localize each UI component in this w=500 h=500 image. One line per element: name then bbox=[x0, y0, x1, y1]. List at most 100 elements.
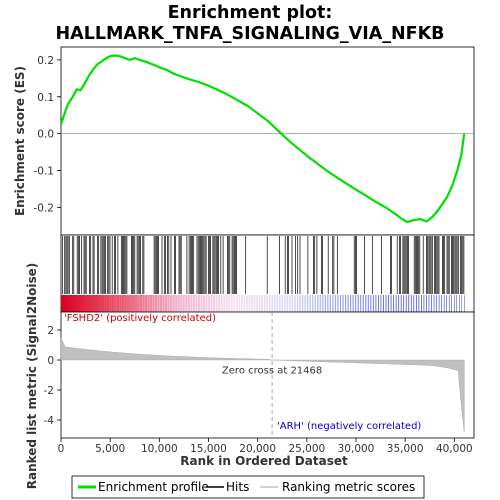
color-bar-segment bbox=[289, 295, 291, 312]
color-bar-segment bbox=[109, 295, 112, 312]
color-bar-segment bbox=[342, 295, 344, 312]
legend-box bbox=[71, 475, 425, 499]
legend-metric-label: Ranking metric scores bbox=[282, 480, 415, 494]
chart-title-line2: HALLMARK_TNFA_SIGNALING_VIA_NFKB bbox=[56, 24, 445, 44]
color-bar-segment bbox=[218, 295, 221, 312]
color-bar-segment bbox=[312, 295, 314, 312]
color-bar-segment bbox=[215, 295, 218, 312]
color-bar-segment bbox=[99, 295, 102, 312]
color-bar-segment bbox=[428, 295, 430, 312]
color-bar-segment bbox=[431, 295, 432, 312]
color-bar-segment bbox=[139, 295, 143, 312]
color-bar-segment bbox=[137, 295, 140, 312]
color-bar-segment bbox=[370, 295, 372, 312]
color-bar-segment bbox=[106, 295, 110, 312]
color-bar-segment bbox=[415, 295, 417, 312]
color-bar-segment bbox=[256, 295, 258, 312]
color-bar-segment bbox=[180, 295, 183, 312]
color-bar-segment bbox=[96, 295, 100, 312]
color-bar-segment bbox=[83, 295, 87, 312]
color-bar-segment bbox=[78, 295, 82, 312]
color-bar-segment bbox=[433, 295, 435, 312]
x-tick-label: 10,000 bbox=[141, 443, 178, 455]
color-bar-segment bbox=[266, 295, 269, 312]
color-bar-segment bbox=[362, 295, 364, 312]
color-bar-segment bbox=[144, 295, 148, 312]
es-panel-frame bbox=[60, 46, 475, 236]
color-bar-segment bbox=[405, 295, 407, 312]
color-bar-segment bbox=[175, 295, 178, 312]
color-bar-segment bbox=[279, 295, 281, 312]
color-bar-segment bbox=[443, 295, 445, 312]
es-tick-label: -0.1 bbox=[34, 165, 55, 177]
x-tick-label: 40,000 bbox=[436, 443, 473, 455]
color-bar-segment bbox=[400, 295, 402, 312]
x-tick-label: 0 bbox=[58, 443, 65, 455]
color-bar-segment bbox=[124, 295, 127, 312]
color-bar-segment bbox=[101, 295, 105, 312]
color-bar-segment bbox=[126, 295, 130, 312]
es-tick-label: 0.0 bbox=[37, 129, 54, 141]
enrichment-profile-line bbox=[59, 54, 466, 224]
metric-tick-label: 0 bbox=[47, 355, 54, 367]
color-bar-segment bbox=[197, 295, 200, 312]
color-bar-segment bbox=[327, 295, 329, 312]
color-bar-segment bbox=[377, 295, 379, 312]
color-bar-segment bbox=[423, 295, 425, 312]
x-tick-label: 30,000 bbox=[338, 443, 375, 455]
x-tick-label: 25,000 bbox=[288, 443, 325, 455]
color-bar-segment bbox=[63, 295, 67, 312]
color-bar-segment bbox=[162, 295, 165, 312]
color-bar-segment bbox=[134, 295, 137, 312]
color-bar-segment bbox=[61, 295, 64, 312]
color-bar-segment bbox=[258, 295, 261, 312]
color-bar-segment bbox=[403, 295, 405, 312]
color-bar-segment bbox=[220, 295, 223, 312]
color-bar-segment bbox=[68, 295, 72, 312]
color-bar-segment bbox=[81, 295, 85, 312]
color-bar-segment bbox=[332, 295, 334, 312]
color-bar-segment bbox=[355, 295, 357, 312]
color-bar-segment bbox=[296, 295, 299, 312]
color-bar-segment bbox=[88, 295, 92, 312]
color-bar-segment bbox=[268, 295, 271, 312]
es-tick-label: 0.2 bbox=[37, 55, 54, 67]
color-bar-segment bbox=[86, 295, 90, 312]
color-bar-segment bbox=[314, 295, 316, 312]
color-bar-segment bbox=[129, 295, 132, 312]
color-bar-segment bbox=[301, 295, 304, 312]
color-bar-segment bbox=[352, 295, 354, 312]
color-bar-segment bbox=[294, 295, 296, 312]
color-bar-segment bbox=[243, 295, 246, 312]
color-bar-segment bbox=[329, 295, 332, 312]
color-bar-segment bbox=[225, 295, 228, 312]
metric-panel-frame bbox=[60, 311, 475, 439]
color-bar-segment bbox=[167, 295, 170, 312]
color-bar-segment bbox=[210, 295, 213, 312]
color-bar-segment bbox=[170, 295, 173, 312]
color-bar-segment bbox=[383, 295, 384, 312]
zero-cross-label: Zero cross at 21468 bbox=[222, 366, 322, 377]
color-bar-segment bbox=[337, 295, 339, 312]
color-bar-segment bbox=[71, 295, 74, 312]
color-bar-segment bbox=[334, 295, 337, 312]
color-bar-segment bbox=[246, 295, 248, 312]
color-bar-segment bbox=[306, 295, 309, 312]
negative-correlation-label: 'ARH' (negatively correlated) bbox=[277, 421, 421, 432]
color-bar-segment bbox=[304, 295, 306, 312]
x-tick-label: 5,000 bbox=[95, 443, 125, 455]
metric-y-axis: -4 -2 0 2 bbox=[44, 325, 61, 427]
color-bar-segment bbox=[142, 295, 145, 312]
color-bar-segment bbox=[322, 295, 324, 312]
color-bar-segment bbox=[91, 295, 95, 312]
color-bar-segment bbox=[187, 295, 190, 312]
color-bar-segment bbox=[248, 295, 251, 312]
color-bar-segment bbox=[324, 295, 326, 312]
color-bar-segment bbox=[426, 295, 427, 312]
chart-title-line1: Enrichment plot: bbox=[168, 3, 333, 23]
color-bar-segment bbox=[380, 295, 382, 312]
color-bar-segment bbox=[317, 295, 319, 312]
color-bar-segment bbox=[116, 295, 120, 312]
color-bar-segment bbox=[273, 295, 276, 312]
x-tick-label: 15,000 bbox=[190, 443, 227, 455]
